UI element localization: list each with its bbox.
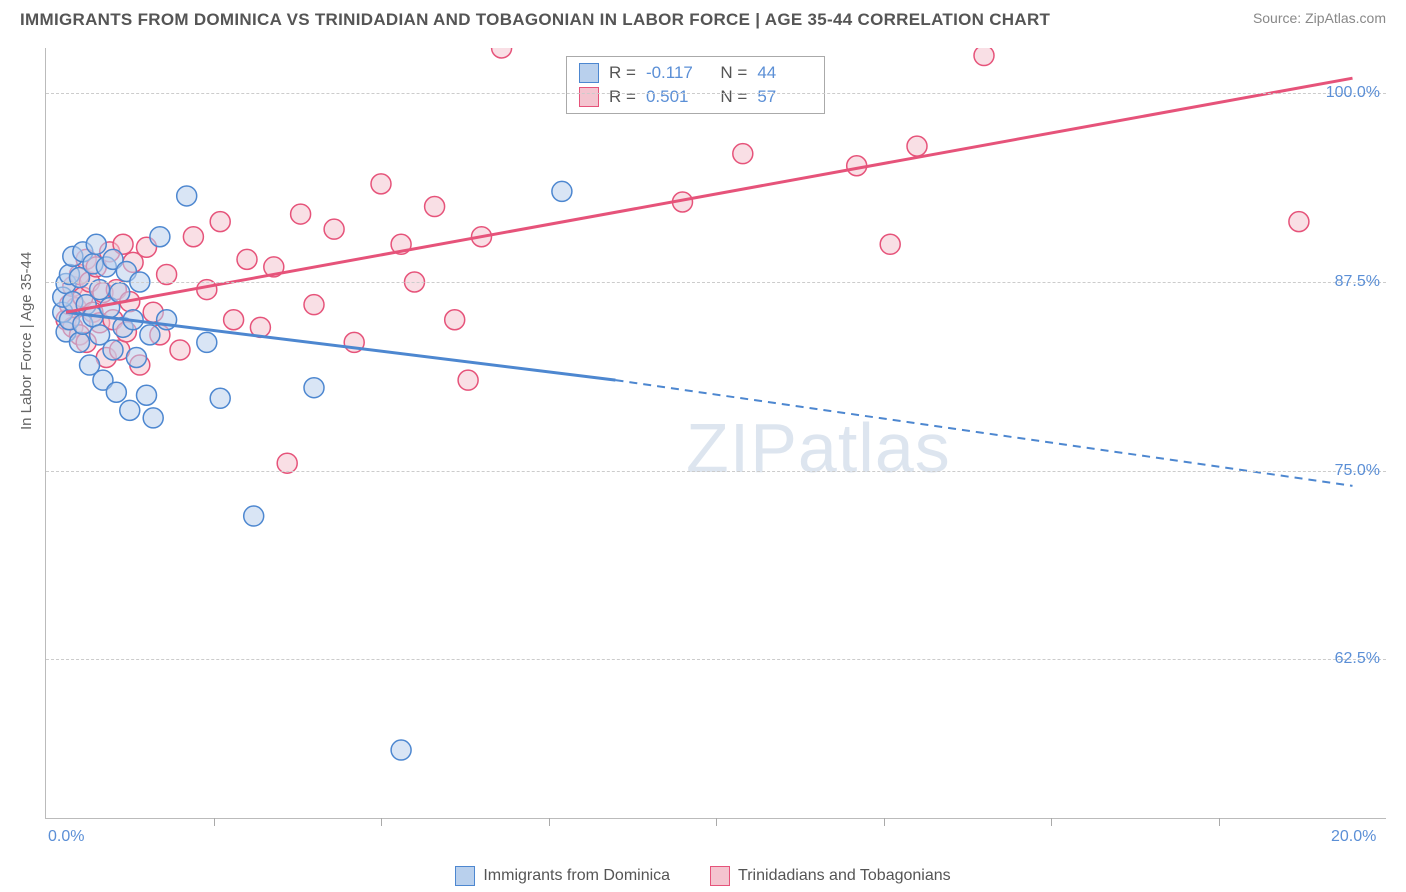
x-tick-label: 0.0% (48, 828, 84, 846)
scatter-point (140, 325, 160, 345)
scatter-point (907, 136, 927, 156)
scatter-svg (46, 48, 1386, 818)
scatter-point (733, 144, 753, 164)
chart-title: IMMIGRANTS FROM DOMINICA VS TRINIDADIAN … (20, 10, 1050, 30)
scatter-point (224, 310, 244, 330)
scatter-point (110, 283, 130, 303)
scatter-point (371, 174, 391, 194)
y-tick-label: 62.5% (1335, 650, 1380, 668)
scatter-point (170, 340, 190, 360)
scatter-point (137, 385, 157, 405)
gridline (46, 282, 1386, 283)
legend-item-2: Trinidadians and Tobagonians (710, 866, 951, 886)
scatter-point (391, 740, 411, 760)
legend-label-1: Immigrants from Dominica (483, 867, 670, 885)
x-tick (884, 818, 885, 826)
y-tick-label: 87.5% (1335, 273, 1380, 291)
gridline (46, 471, 1386, 472)
y-tick-label: 100.0% (1326, 84, 1380, 102)
scatter-point (126, 348, 146, 368)
legend-item-1: Immigrants from Dominica (455, 866, 670, 886)
x-tick (716, 818, 717, 826)
x-tick (1219, 818, 1220, 826)
scatter-point (974, 48, 994, 66)
chart-plot-area: R = -0.117 N = 44 R = 0.501 N = 57 ZIPat… (45, 48, 1386, 819)
scatter-point (120, 400, 140, 420)
legend-bottom: Immigrants from Dominica Trinidadians an… (0, 866, 1406, 886)
stats-row-series-1: R = -0.117 N = 44 (579, 61, 812, 85)
scatter-point (425, 197, 445, 217)
source-label: Source: ZipAtlas.com (1253, 10, 1386, 26)
scatter-point (324, 219, 344, 239)
scatter-point (237, 249, 257, 269)
scatter-point (197, 332, 217, 352)
legend-swatch-pink (710, 866, 730, 886)
legend-swatch-blue (455, 866, 475, 886)
scatter-point (210, 212, 230, 232)
scatter-point (304, 378, 324, 398)
scatter-point (244, 506, 264, 526)
scatter-point (445, 310, 465, 330)
swatch-pink (579, 87, 599, 107)
x-tick (214, 818, 215, 826)
scatter-point (1289, 212, 1309, 232)
legend-label-2: Trinidadians and Tobagonians (738, 867, 951, 885)
scatter-point (86, 234, 106, 254)
scatter-point (458, 370, 478, 390)
r-value-2: 0.501 (646, 87, 701, 107)
y-tick-label: 75.0% (1335, 462, 1380, 480)
gridline (46, 93, 1386, 94)
scatter-point (150, 227, 170, 247)
r-value-1: -0.117 (646, 63, 701, 83)
r-label: R = (609, 63, 636, 83)
scatter-point (210, 388, 230, 408)
stats-row-series-2: R = 0.501 N = 57 (579, 85, 812, 109)
scatter-point (183, 227, 203, 247)
scatter-point (880, 234, 900, 254)
y-axis-label: In Labor Force | Age 35-44 (18, 252, 35, 430)
scatter-point (492, 48, 512, 58)
scatter-point (106, 382, 126, 402)
scatter-point (177, 186, 197, 206)
n-value-2: 57 (757, 87, 812, 107)
scatter-point (552, 181, 572, 201)
scatter-point (143, 408, 163, 428)
x-tick-label: 20.0% (1331, 828, 1376, 846)
swatch-blue (579, 63, 599, 83)
gridline (46, 659, 1386, 660)
n-value-1: 44 (757, 63, 812, 83)
r-label: R = (609, 87, 636, 107)
scatter-point (70, 332, 90, 352)
scatter-point (291, 204, 311, 224)
scatter-point (103, 340, 123, 360)
x-tick (381, 818, 382, 826)
x-tick (1051, 818, 1052, 826)
correlation-stats-box: R = -0.117 N = 44 R = 0.501 N = 57 (566, 56, 825, 114)
n-label: N = (711, 63, 747, 83)
x-tick (549, 818, 550, 826)
n-label: N = (711, 87, 747, 107)
scatter-point (304, 295, 324, 315)
